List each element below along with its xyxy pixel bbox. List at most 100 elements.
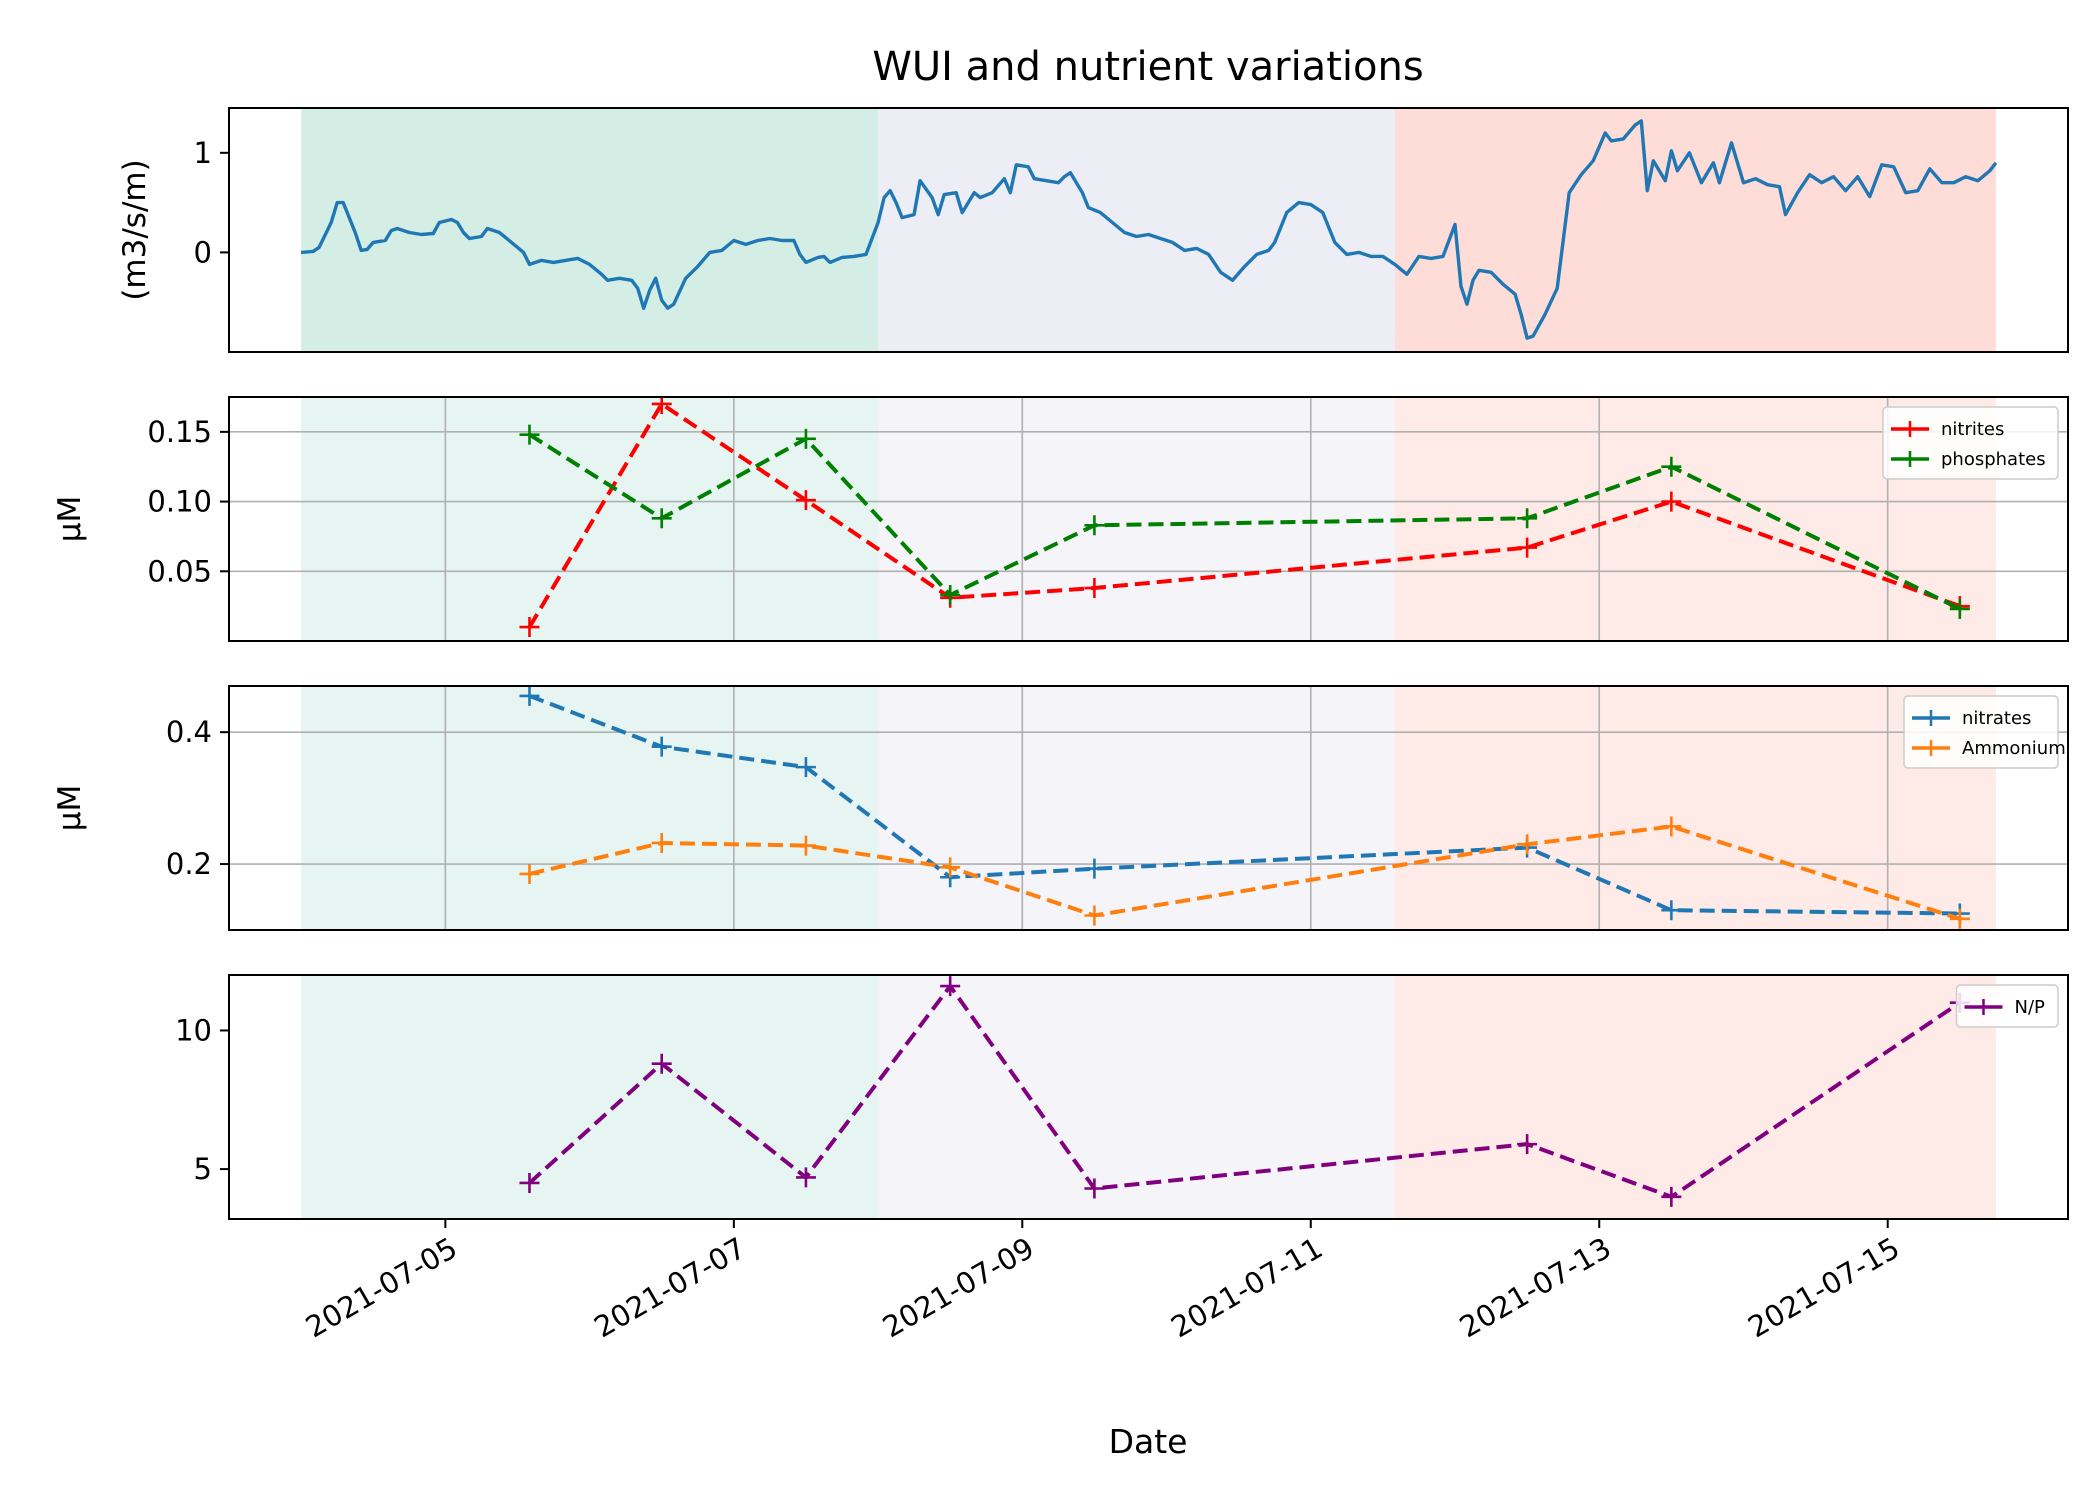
x-tick-label: 2021-07-09 [877,1231,1040,1345]
series-wui [300,119,1998,340]
background-span-2 [878,686,1395,930]
legend-label: Ammonium [1962,738,2066,759]
series-Ammonium [519,816,1970,929]
x-axis-label: Date [1109,1422,1188,1461]
legend-box [1955,984,2059,1028]
series-line-N/P [528,984,1961,1199]
panel-no2-po4: 0.05 0.10 0.15 μM nitrites phosphates [52,396,2069,642]
legend-marker [1902,451,1918,467]
legend-box [1903,695,2059,769]
x-tick-label: 2021-07-13 [1454,1231,1617,1345]
background-span-3 [1394,686,1996,930]
y-tick-label: 0.4 [166,715,212,749]
data-point [940,976,961,997]
data-point [1517,508,1538,529]
legend: N/P [1955,984,2059,1028]
panel-frame [228,974,2069,1220]
data-point [519,1172,540,1193]
series-line-phosphates [528,432,1961,611]
y-tick-label: 5 [194,1152,212,1186]
y-tick-label: 0.10 [147,485,212,519]
data-point [651,1053,672,1074]
data-point [519,424,540,445]
legend: nitrates Ammonium [1903,695,2066,769]
x-tick-label: 2021-07-11 [1165,1231,1328,1345]
chart-title: WUI and nutrient variations [872,44,1423,90]
y-tick-label: 10 [175,1013,212,1047]
data-point [651,832,672,853]
y-tick-label: 0 [194,235,212,269]
series-line-nitrates [528,694,1960,916]
data-point [1661,900,1682,921]
x-tick-label: 2021-07-15 [1742,1231,1905,1345]
data-point [1084,1178,1105,1199]
series-nitrates [519,686,1970,924]
legend-label: nitrites [1941,419,2004,440]
series-line-nitrites [527,402,1961,629]
data-point [940,857,961,878]
legend-box [1882,406,2059,480]
panel-np-ratio: 5 10 N/P [175,974,2069,1220]
data-point [519,617,540,638]
data-point [1661,491,1682,512]
legend: nitrites phosphates [1882,406,2059,480]
data-point [940,584,961,605]
legend-label: phosphates [1941,449,2046,470]
data-point [1949,908,1970,929]
data-point [1661,816,1682,837]
panel-frame [228,107,2069,353]
x-axis: 2021-07-05 2021-07-07 2021-07-09 2021-07-11… [300,1219,1905,1344]
background-span-1 [301,108,879,352]
x-tick-label: 2021-07-07 [588,1231,751,1345]
x-tick-label: 2021-07-05 [300,1231,463,1345]
legend-marker [1975,999,1992,1015]
y-tick-label: 0.05 [147,554,212,588]
panel-frame [228,396,2069,642]
data-point [1084,858,1105,879]
background-span-1 [301,975,879,1219]
panel-no3-nh4: 0.2 0.4 μM nitrates Ammonium [52,685,2069,931]
legend-marker [1923,710,1939,726]
panel-wui: 0 1 (m3/s/m) [117,107,2069,353]
legend-label: N/P [2015,997,2046,1018]
data-point [1949,598,1970,619]
data-point [1084,578,1105,599]
data-point [1084,515,1105,536]
y-axis-label: (m3/s/m) [117,159,153,300]
y-tick-label: 1 [194,136,212,170]
background-span-1 [301,686,879,930]
data-point [651,508,672,529]
background-span-2 [878,108,1395,352]
data-point [795,490,816,511]
data-point [795,1167,816,1188]
background-span-3 [1394,975,1996,1219]
legend-marker [1902,421,1918,437]
series-line-Ammonium [529,824,1961,921]
background-span-3 [1394,108,1996,352]
background-span-2 [878,975,1395,1219]
data-point [795,835,816,856]
data-point [1517,1134,1538,1155]
legend-marker [1923,740,1939,756]
series-line-wui [300,119,1998,340]
data-point [795,757,816,778]
data-point [519,863,540,884]
data-point [1084,905,1105,926]
legend-label: nitrates [1962,708,2031,729]
background-span-1 [301,397,879,641]
data-point [1517,834,1538,855]
panels-group: 0 1 (m3/s/m) 0.05 0.10 0.15 μM nitrites phosphat… [52,107,2069,1220]
data-point [1661,1186,1682,1207]
data-point [1661,456,1682,477]
y-tick-label: 0.2 [166,847,212,881]
panel-frame [228,685,2069,931]
y-axis-label: μM [52,496,88,542]
series-phosphates [519,424,1970,619]
y-tick-label: 0.15 [147,415,212,449]
data-point [651,736,672,757]
data-point [795,428,816,449]
y-axis-label: μM [52,785,88,831]
data-point [519,686,540,706]
data-point [1517,537,1538,558]
